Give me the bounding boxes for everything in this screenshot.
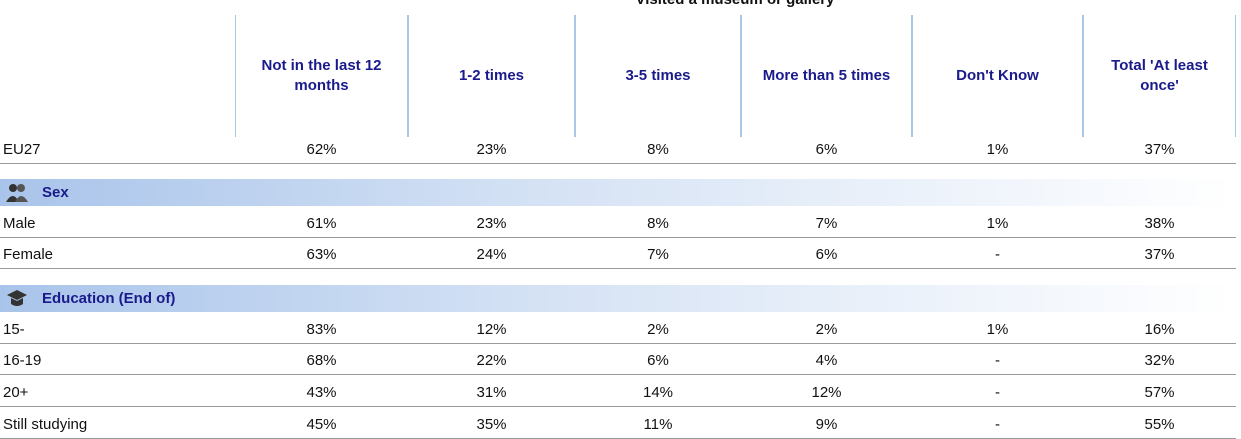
row-label: 16-19: [0, 347, 235, 375]
table-cell: 11%: [575, 411, 741, 439]
table-cell: 55%: [1083, 411, 1236, 439]
column-header: Don't Know: [912, 15, 1083, 137]
table-cell: 45%: [235, 411, 408, 439]
table-cell: 2%: [741, 316, 912, 344]
table-cell: 7%: [575, 241, 741, 269]
table-cell: 22%: [408, 347, 575, 375]
table-cell: 12%: [741, 379, 912, 407]
table-cell: 6%: [575, 347, 741, 375]
table-cell: 12%: [408, 316, 575, 344]
table-cell: -: [912, 241, 1083, 269]
column-header: Total 'At least once': [1083, 15, 1236, 137]
table-cell: 8%: [575, 210, 741, 238]
table-cell: 4%: [741, 347, 912, 375]
section-title: Education (End of): [42, 290, 176, 307]
row-label: Female: [0, 241, 235, 269]
table-cell: 16%: [1083, 316, 1236, 344]
table-cell: 31%: [408, 379, 575, 407]
table-cell: 32%: [1083, 347, 1236, 375]
row-label: EU27: [0, 136, 235, 164]
table-cell: -: [912, 379, 1083, 407]
table-cell: 37%: [1083, 241, 1236, 269]
table-cell: 1%: [912, 136, 1083, 164]
section-header: Education (End of): [0, 285, 1236, 312]
table-cell: 62%: [235, 136, 408, 164]
row-label: 15-: [0, 316, 235, 344]
table-cell: 9%: [741, 411, 912, 439]
table-cell: 23%: [408, 136, 575, 164]
table-cell: 1%: [912, 316, 1083, 344]
table-cell: 43%: [235, 379, 408, 407]
table-cell: -: [912, 347, 1083, 375]
column-header: Not in the last 12 months: [235, 15, 408, 137]
table-cell: 8%: [575, 136, 741, 164]
table-cell: 23%: [408, 210, 575, 238]
table-cell: 7%: [741, 210, 912, 238]
table-cell: 6%: [741, 136, 912, 164]
table-cell: 35%: [408, 411, 575, 439]
row-label: Male: [0, 210, 235, 238]
table-title: Visited a museum or gallery: [235, 0, 1235, 9]
table-cell: 2%: [575, 316, 741, 344]
section-title: Sex: [42, 184, 69, 201]
table-cell: 61%: [235, 210, 408, 238]
table-cell: 37%: [1083, 136, 1236, 164]
column-header: More than 5 times: [741, 15, 912, 137]
table-cell: 24%: [408, 241, 575, 269]
table-cell: 63%: [235, 241, 408, 269]
column-header: 3-5 times: [575, 15, 741, 137]
table-cell: 57%: [1083, 379, 1236, 407]
table-cell: 83%: [235, 316, 408, 344]
section-header: Sex: [0, 179, 1236, 206]
table-cell: 68%: [235, 347, 408, 375]
column-header: 1-2 times: [408, 15, 575, 137]
table-cell: 14%: [575, 379, 741, 407]
table-cell: -: [912, 411, 1083, 439]
table-cell: 1%: [912, 210, 1083, 238]
table-cell: 38%: [1083, 210, 1236, 238]
row-label: 20+: [0, 379, 235, 407]
table-cell: 6%: [741, 241, 912, 269]
row-label: Still studying: [0, 411, 235, 439]
